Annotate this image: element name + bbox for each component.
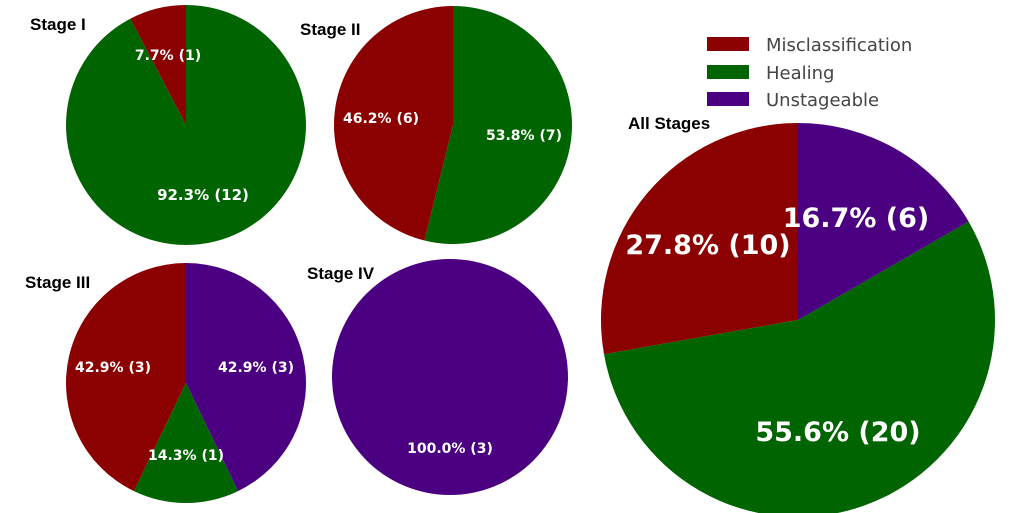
legend-label: Unstageable [766,90,879,111]
pie-slice-unstageable [798,123,969,320]
legend-label: Misclassification [766,35,912,56]
legend-item-misclassification: Misclassification [707,35,912,56]
legend-item-healing: Healing [707,63,834,84]
pie-title: Stage II [300,20,360,39]
legend-swatch [707,65,749,79]
pie-title: Stage IV [307,264,375,283]
legend-swatch [707,92,749,106]
slice-label: 46.2% (6) [343,111,419,127]
slice-label: 55.6% (20) [755,417,920,448]
slice-label: 53.8% (7) [486,128,562,144]
pie-slice-misclassification [130,5,186,125]
legend-swatch [707,37,749,51]
pie-title: Stage I [30,15,86,34]
pie-slice-misclassification [601,123,798,355]
pie-slice-unstageable [186,263,306,492]
pie-title: Stage III [25,273,90,292]
pie-stage-2: Stage II 46.2% (6) 53.8% (7) [300,6,572,244]
pie-stage-4: Stage IV 100.0% (3) [307,259,568,495]
slice-label: 16.7% (6) [783,203,930,234]
slice-label: 92.3% (12) [157,186,249,204]
pie-slice-healing [66,5,307,245]
slice-label: 42.9% (3) [75,360,151,376]
pie-slice-healing [424,6,572,244]
pie-slice-misclassification [66,263,186,492]
slice-label: 7.7% (1) [135,48,201,64]
slice-label: 100.0% (3) [407,441,493,457]
slice-label: 27.8% (10) [625,230,790,261]
pie-slice-misclassification [334,6,453,241]
pie-slice-healing [133,383,239,504]
pie-slice-unstageable [332,259,568,495]
slice-label: 14.3% (1) [148,448,224,464]
pie-stage-1: Stage I 7.7% (1) 92.3% (12) [30,5,307,245]
legend-item-unstageable: Unstageable [707,90,879,111]
legend: Misclassification Healing Unstageable [707,35,912,111]
pie-all-stages: All Stages 27.8% (10) 55.6% (20) 16.7% (… [601,114,995,513]
pie-slice-healing [603,221,995,513]
slice-label: 42.9% (3) [218,360,294,376]
pie-stage-3: Stage III 42.9% (3) 14.3% (1) 42.9% (3) [25,263,306,504]
legend-label: Healing [766,63,834,84]
pie-title: All Stages [628,114,710,133]
